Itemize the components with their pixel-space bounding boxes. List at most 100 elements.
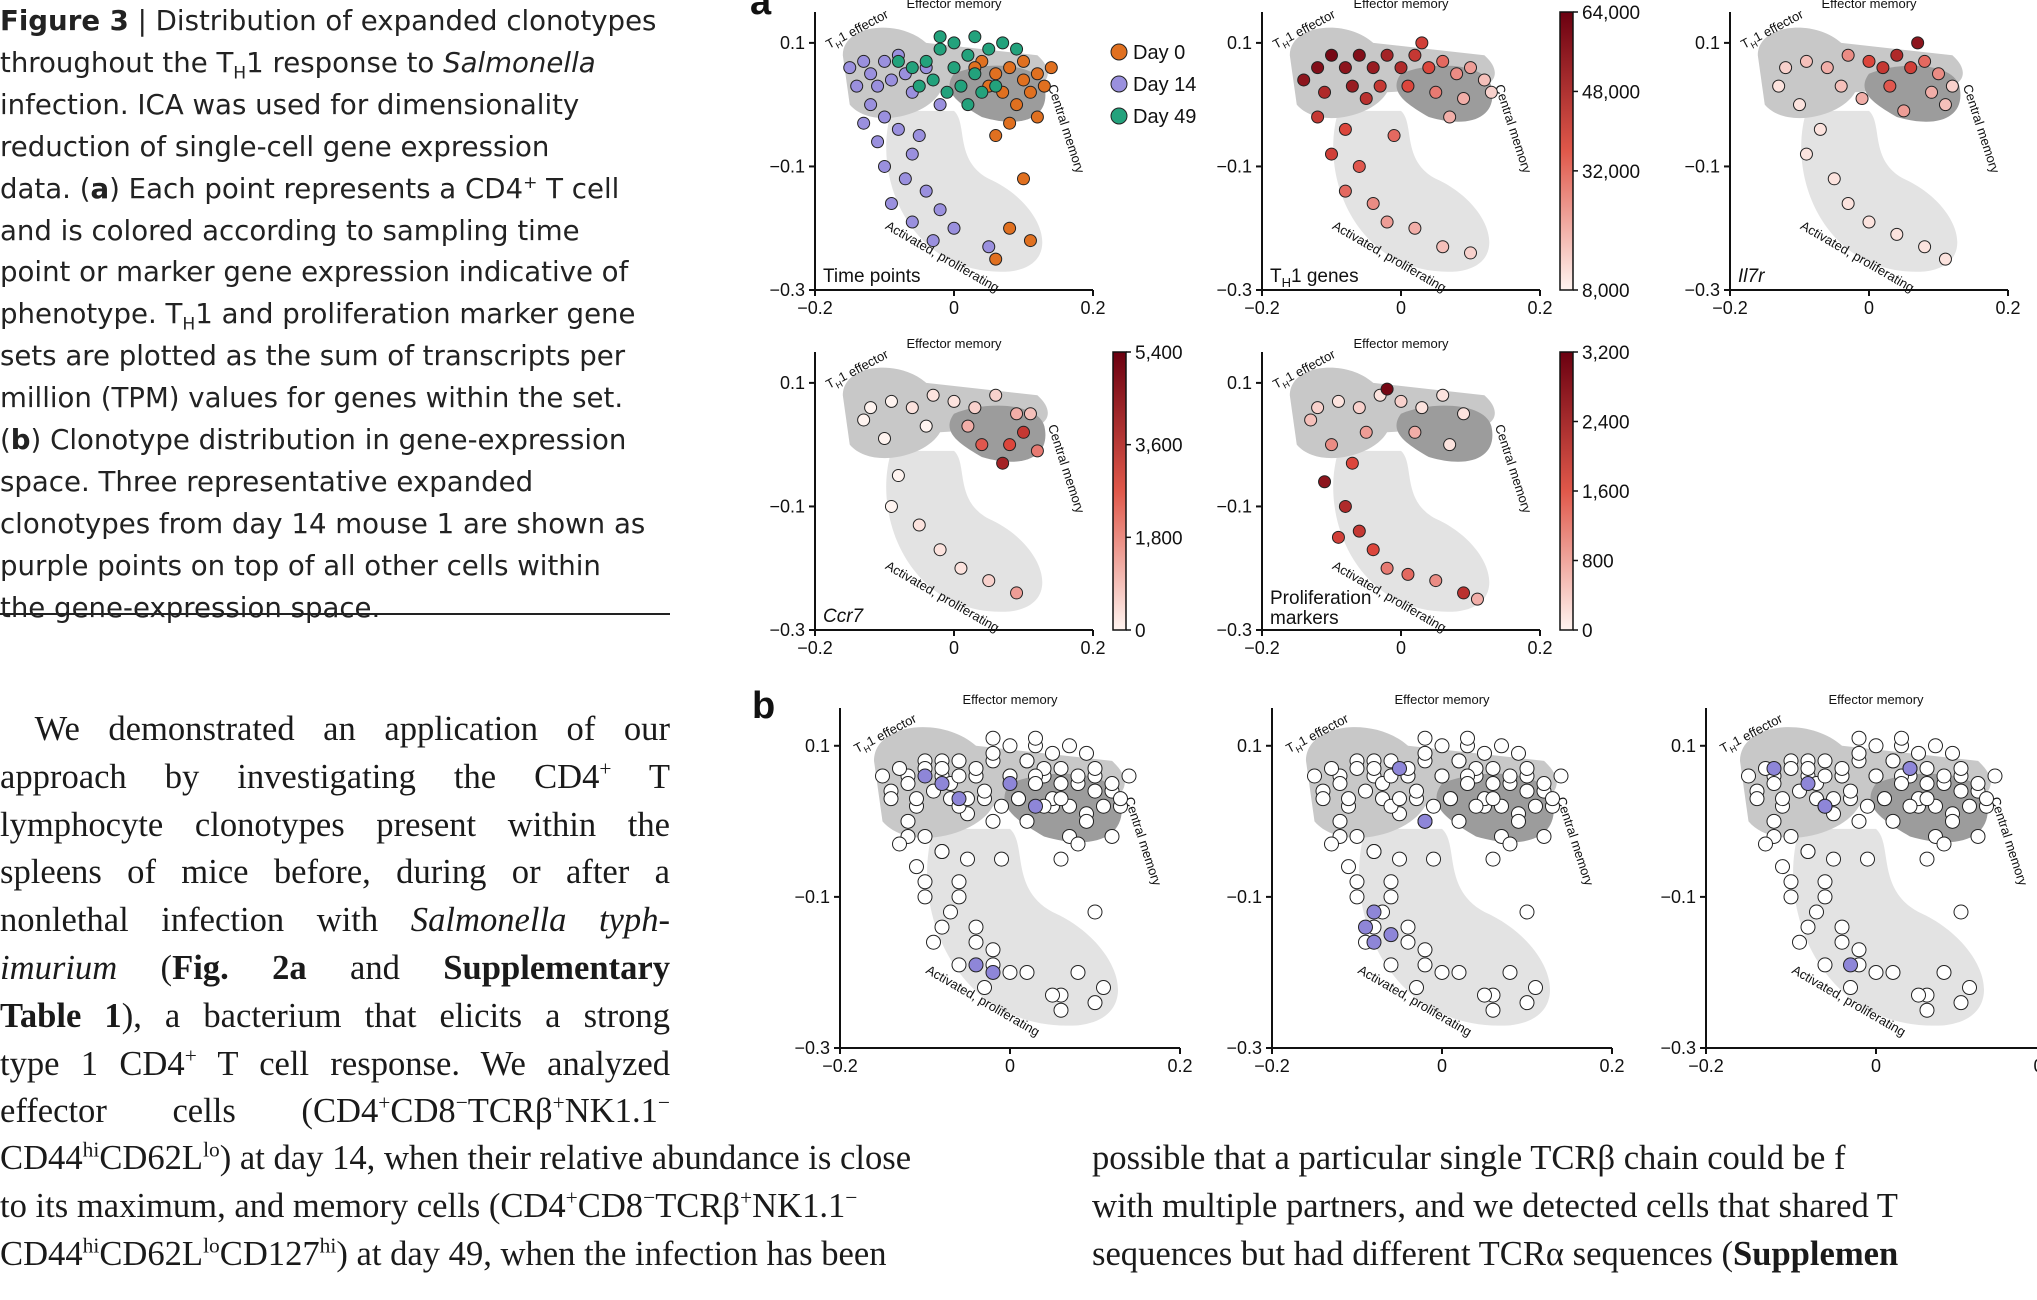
cell-point (1451, 964, 1467, 980)
cell-point (1817, 768, 1833, 784)
region-activated (1333, 450, 1490, 612)
cell-point (1104, 828, 1120, 844)
cell-point (1062, 738, 1077, 754)
cell-point (1070, 768, 1086, 784)
x-tick-label: 0 (949, 638, 959, 658)
cell-point (1536, 828, 1552, 844)
text-line: data. (a) Each point represents a CD4+ T… (0, 168, 670, 210)
text-line: the gene-expression space. (0, 587, 670, 629)
heat-point (1331, 394, 1345, 408)
text-run: Supplemen (1732, 1234, 1899, 1273)
cell-point (1019, 813, 1035, 829)
heat-point (926, 388, 940, 402)
cell-point (1443, 791, 1458, 807)
heat-point (1352, 524, 1366, 538)
y-tick-label: −0.3 (769, 280, 805, 300)
point-day-49 (961, 48, 975, 62)
panel-label: markers (1270, 608, 1339, 629)
cell-point (985, 942, 1001, 958)
y-tick-label: 0.1 (1227, 373, 1252, 393)
y-tick-label: −0.1 (1216, 156, 1252, 176)
point-day-14 (884, 197, 898, 211)
cell-point (1002, 964, 1018, 980)
text-line: imurium (Fig. 2a and Supplementary (0, 945, 670, 993)
cell-point (968, 934, 984, 950)
point-day-14 (905, 147, 919, 161)
text-run: the gene-expression space. (0, 590, 381, 624)
text-run: hi (82, 1233, 100, 1258)
heat-point (1352, 159, 1366, 173)
heat-point (1772, 79, 1786, 93)
point-day-14 (919, 184, 933, 198)
point-day-14 (898, 172, 912, 186)
x-tick-label: 0 (1871, 1056, 1881, 1076)
text-run: space. Three representative expanded (0, 464, 534, 498)
region-th1-effector (1289, 367, 1495, 459)
point-day-14 (926, 234, 940, 248)
text-line: sets are plotted as the sum of transcrip… (0, 335, 670, 377)
x-tick-label: −0.2 (1688, 1056, 1724, 1076)
cell-point (1741, 768, 1756, 784)
region-th1-effector (1757, 27, 1963, 119)
label-effector-memory: Effector memory (1821, 0, 1917, 11)
heat-point (1890, 48, 1904, 62)
cell-point (1417, 730, 1433, 746)
region-activated (1793, 828, 1985, 1026)
colorbar-tick-label: 8,000 (1582, 281, 1630, 302)
heat-point (1443, 438, 1457, 452)
clonotype-point (1843, 957, 1858, 973)
heat-point (1470, 592, 1484, 606)
cell-point (883, 791, 899, 807)
cell-point (1019, 964, 1035, 980)
heat-point (1338, 184, 1352, 198)
text-run: phenotype. T (0, 297, 183, 331)
text-run: − (657, 1090, 670, 1115)
heat-point (1436, 388, 1450, 402)
x-tick-label: 0 (949, 298, 959, 318)
cell-point (1817, 957, 1833, 973)
caption-rule (0, 613, 670, 615)
figure-caption: Figure 3 | Distribution of expanded clon… (0, 0, 670, 629)
heat-point (1338, 499, 1352, 513)
text-line: type 1 CD4+ T cell response. We analyzed (0, 1041, 670, 1089)
text-line: effector cells (CD4+CD8−TCRβ+NK1.1− (0, 1088, 670, 1136)
point-day-49 (940, 85, 954, 99)
cell-point (1451, 813, 1467, 829)
cell-point (1383, 889, 1399, 905)
heat-point (1017, 425, 1030, 439)
heat-point (1436, 240, 1450, 254)
cell-point (1307, 768, 1322, 784)
cell-point (926, 934, 941, 950)
text-run: infection. ICA was used for dimensionali… (0, 87, 580, 121)
cell-point (1409, 783, 1424, 799)
text-run: 1 and proliferation marker gene (195, 297, 636, 331)
point-day-49 (989, 79, 1003, 93)
colorbar-tick-label: 3,200 (1582, 343, 1630, 364)
text-run: point or marker gene expression indicati… (0, 255, 629, 289)
text-run: We demonstrated an application of our (0, 710, 670, 748)
heat-point (1318, 85, 1332, 99)
cell-point (1868, 964, 1884, 980)
region-activated (927, 828, 1119, 1026)
cell-point (1019, 753, 1035, 769)
cell-point (1341, 791, 1356, 807)
point-day-14 (947, 221, 961, 235)
cell-point (951, 874, 967, 890)
cell-point (1970, 776, 1986, 792)
text-run: approach by investigating the CD4 (0, 757, 600, 796)
heat-point (1883, 79, 1897, 93)
heat-point (1464, 61, 1477, 75)
text-run: ) at day 14, when their relative abundan… (219, 1139, 912, 1177)
heat-point (975, 438, 989, 452)
heat-point (1897, 104, 1911, 118)
clonotype-point (1417, 813, 1433, 829)
label-central-memory: Central memory (1122, 795, 1165, 888)
point-day-0 (1003, 221, 1017, 235)
cell-point (994, 798, 1009, 814)
body-text-bottom: CD44hiCD62Llo) at day 14, when their rel… (0, 1135, 1040, 1278)
heat-point (1408, 221, 1422, 235)
cell-point (1860, 798, 1875, 814)
cell-point (1783, 874, 1799, 890)
